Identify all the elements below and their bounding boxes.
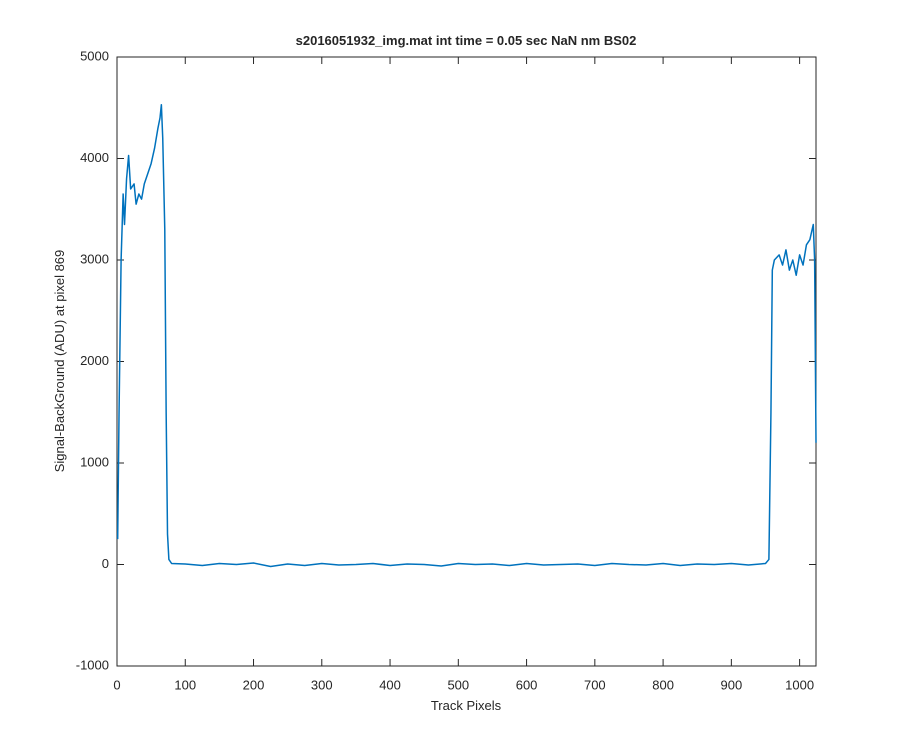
x-tick-label: 700 (584, 677, 606, 692)
x-tick-label: 300 (311, 677, 333, 692)
x-axis-label: Track Pixels (431, 698, 502, 713)
x-tick-label: 200 (243, 677, 265, 692)
y-tick-label: 5000 (80, 48, 109, 63)
x-tick-label: 600 (516, 677, 538, 692)
x-tick-label: 1000 (785, 677, 814, 692)
x-tick-label: 0 (113, 677, 120, 692)
data-line (116, 103, 817, 568)
x-tick-label: 400 (379, 677, 401, 692)
x-tick-label: 900 (721, 677, 743, 692)
y-tick-label: 4000 (80, 150, 109, 165)
y-tick-label: 3000 (80, 251, 109, 266)
y-tick-label: 1000 (80, 454, 109, 469)
chart-title: s2016051932_img.mat int time = 0.05 sec … (296, 33, 637, 48)
x-tick-label: 500 (447, 677, 469, 692)
x-tick-label: 800 (652, 677, 674, 692)
y-tick-label: -1000 (76, 657, 109, 672)
y-tick-label: 0 (102, 556, 109, 571)
y-tick-label: 2000 (80, 353, 109, 368)
x-tick-label: 100 (174, 677, 196, 692)
y-axis-label: Signal-BackGround (ADU) at pixel 869 (52, 250, 67, 473)
